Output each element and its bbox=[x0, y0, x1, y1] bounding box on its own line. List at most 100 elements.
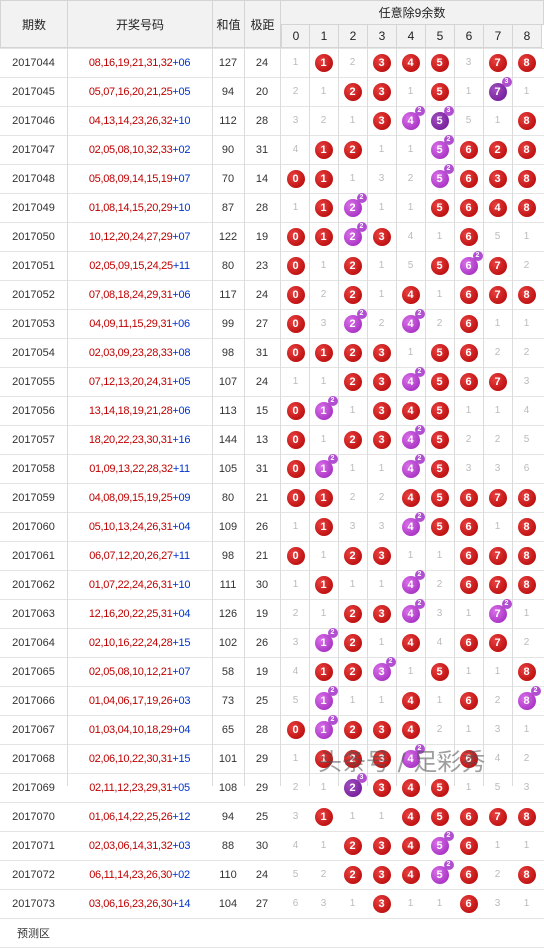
remainder-ball: 2 bbox=[343, 285, 362, 304]
sum-value: 94 bbox=[221, 810, 235, 823]
remainder-ball: 2 bbox=[343, 546, 362, 565]
red-balls: 10,12,20,24,27,29 bbox=[88, 230, 173, 243]
remainder-cell-1: 1 bbox=[309, 193, 338, 222]
column-divider bbox=[425, 48, 426, 786]
remainder-ball: 3 bbox=[372, 82, 391, 101]
remainder-cell-0: 1 bbox=[281, 48, 310, 77]
miss-count: 3 bbox=[320, 898, 327, 909]
red-balls: 05,08,09,14,15,19 bbox=[88, 172, 173, 185]
sum-value: 88 bbox=[221, 839, 235, 852]
draw-numbers: 02,10,16,22,24,28 +15 bbox=[68, 628, 211, 657]
draw-numbers: 03,06,16,23,26,30 +14 bbox=[68, 889, 211, 918]
remainder-cell-8: 8 bbox=[512, 860, 541, 889]
remainder-cell-1: 1 bbox=[309, 338, 338, 367]
period-cell: 2017057 bbox=[12, 433, 55, 446]
span-value: 24 bbox=[255, 375, 269, 388]
remainder-cell-6: 6 bbox=[454, 628, 483, 657]
draw-numbers: 01,07,22,24,26,31 +10 bbox=[68, 570, 211, 599]
sum-value: 104 bbox=[218, 897, 238, 910]
remainder-cell-3: 3 bbox=[367, 831, 396, 860]
miss-count: 3 bbox=[465, 463, 472, 474]
red-balls: 06,07,12,20,26,27 bbox=[89, 549, 173, 562]
remainder-cell-0: 2 bbox=[281, 77, 310, 106]
remainder-cell-3: 3 bbox=[367, 744, 396, 773]
miss-count: 2 bbox=[320, 115, 327, 126]
remainder-cell-5: 5 bbox=[425, 251, 454, 280]
repeat-count-badge: 2 bbox=[443, 163, 454, 174]
remainder-ball: 7 bbox=[488, 285, 507, 304]
miss-count: 2 bbox=[436, 724, 443, 735]
remainder-ball: 5 bbox=[430, 778, 449, 797]
period-cell: 2017064 bbox=[12, 636, 55, 649]
remainder-cell-3: 2 bbox=[367, 483, 396, 512]
repeat-count-badge: 2 bbox=[385, 656, 396, 667]
remainder-ball: 3 bbox=[372, 749, 391, 768]
miss-count: 1 bbox=[320, 782, 327, 793]
remainder-ball: 8 bbox=[517, 285, 536, 304]
remainder-ball: 0 bbox=[286, 314, 305, 333]
remainder-cell-7: 2 bbox=[483, 135, 512, 164]
repeat-count-badge: 2 bbox=[472, 250, 483, 261]
span-value: 30 bbox=[255, 578, 269, 591]
sum-value: 144 bbox=[218, 433, 238, 446]
draw-numbers: 02,05,08,10,32,33 +02 bbox=[68, 135, 211, 164]
repeat-count-badge: 2 bbox=[327, 685, 338, 696]
red-balls: 02,06,10,22,30,31 bbox=[88, 752, 173, 765]
miss-count: 1 bbox=[378, 695, 385, 706]
row-divider bbox=[0, 599, 544, 600]
miss-count: 1 bbox=[494, 666, 501, 677]
draw-numbers: 12,16,20,22,25,31 +04 bbox=[68, 599, 211, 628]
row-divider bbox=[0, 715, 544, 716]
remainder-cell-7: 1 bbox=[483, 657, 512, 686]
remainder-cell-6: 6 bbox=[454, 686, 483, 715]
row-divider bbox=[0, 657, 544, 658]
remainder-cell-5: 5 bbox=[425, 425, 454, 454]
remainder-cell-4: 1 bbox=[396, 889, 425, 918]
remainder-cell-7: 2 bbox=[483, 425, 512, 454]
remainder-ball: 3 bbox=[488, 169, 507, 188]
remainder-cell-5: 2 bbox=[425, 570, 454, 599]
remainder-cell-5: 3 bbox=[425, 599, 454, 628]
remainder-ball: 6 bbox=[459, 372, 478, 391]
remainder-cell-3: 1 bbox=[367, 802, 396, 831]
repeat-count-badge: 2 bbox=[327, 714, 338, 725]
remainder-cell-0: 4 bbox=[281, 657, 310, 686]
remainder-ball: 0 bbox=[286, 343, 305, 362]
remainder-cell-0: 3 bbox=[281, 106, 310, 135]
remainder-ball: 5 bbox=[430, 82, 449, 101]
miss-count: 1 bbox=[349, 898, 356, 909]
red-balls: 01,03,04,10,18,29 bbox=[88, 723, 173, 736]
remainder-cell-5: 2 bbox=[425, 715, 454, 744]
row-divider bbox=[0, 135, 544, 136]
period-cell: 2017060 bbox=[12, 520, 55, 533]
remainder-cell-8: 8 bbox=[512, 280, 541, 309]
miss-count: 1 bbox=[465, 405, 472, 416]
red-balls: 02,05,09,15,24,25 bbox=[89, 259, 173, 272]
period-cell: 2017072 bbox=[12, 868, 55, 881]
remainder-ball: 5 bbox=[430, 430, 449, 449]
remainder-ball: 0 bbox=[286, 488, 305, 507]
remainder-cell-6: 1 bbox=[454, 77, 483, 106]
miss-count: 2 bbox=[523, 347, 530, 358]
remainder-cell-2: 3 bbox=[338, 512, 367, 541]
miss-count: 1 bbox=[320, 550, 327, 561]
remainder-cell-7: 7 bbox=[483, 570, 512, 599]
period-cell: 2017070 bbox=[12, 810, 55, 823]
remainder-cell-6: 1 bbox=[454, 396, 483, 425]
span-value: 26 bbox=[255, 520, 269, 533]
miss-count: 3 bbox=[320, 318, 327, 329]
remainder-ball: 8 bbox=[517, 198, 536, 217]
remainder-cell-5: 5 bbox=[425, 338, 454, 367]
remainder-cell-5: 5 bbox=[425, 396, 454, 425]
red-balls: 03,06,16,23,26,30 bbox=[88, 897, 173, 910]
remainder-cell-7: 1 bbox=[483, 106, 512, 135]
remainder-cell-3: 1 bbox=[367, 280, 396, 309]
remainder-cell-3: 3 bbox=[367, 599, 396, 628]
